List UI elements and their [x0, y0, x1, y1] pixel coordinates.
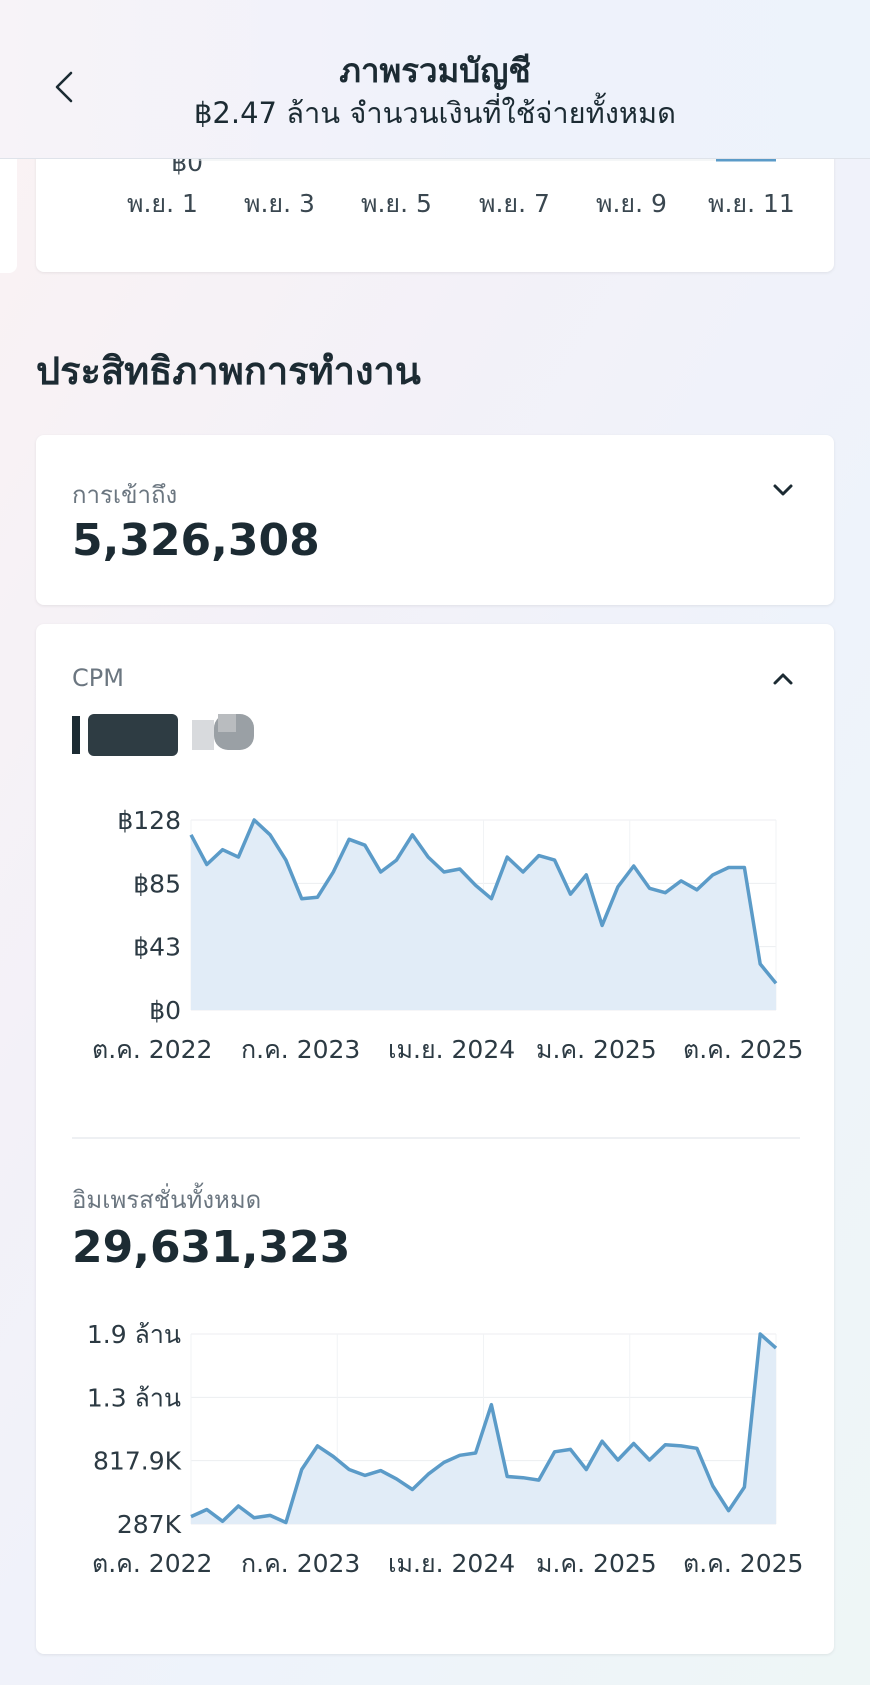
- series-line: [189, 818, 778, 985]
- x-tick-label: ต.ค. 2022: [92, 1549, 212, 1578]
- chevron-left-icon: [55, 71, 73, 103]
- x-tick: พ.ย. 1: [127, 189, 198, 218]
- x-tick-label: เม.ย. 2024: [388, 1035, 515, 1064]
- y-tick-label: ฿0: [149, 996, 181, 1025]
- impressions-label: อิมเพรสชั่นทั้งหมด: [72, 1186, 262, 1214]
- back-button[interactable]: [44, 62, 84, 112]
- chevron-up-icon[interactable]: [770, 666, 796, 692]
- page-subtitle: ฿2.47 ล้าน จำนวนเงินที่ใช้จ่ายทั้งหมด: [193, 96, 676, 130]
- y-tick-label: ฿43: [133, 933, 181, 962]
- x-tick: พ.ย. 11: [708, 189, 795, 218]
- chevron-down-icon[interactable]: [770, 477, 796, 503]
- cpm-card: CPM ฿128 ฿85 ฿43 ฿0 ต.ค. 2022 ก.ค. 2023 เม.ย. …: [36, 624, 834, 1654]
- card-divider: [72, 1137, 800, 1139]
- previous-card-peek: [0, 140, 17, 273]
- top-bar: ภาพรวมบัญชี ฿2.47 ล้าน จำนวนเงินที่ใช้จ่…: [0, 0, 870, 159]
- x-tick: พ.ย. 5: [361, 189, 432, 218]
- x-tick-label: ม.ค. 2025: [536, 1035, 657, 1064]
- y-tick-label: 287K: [117, 1510, 182, 1539]
- series-line: [190, 1332, 778, 1525]
- impressions-value: 29,631,323: [72, 1222, 351, 1273]
- cpm-label: CPM: [72, 664, 124, 692]
- x-tick-label: ก.ค. 2023: [241, 1549, 360, 1578]
- redacted-value: [72, 714, 254, 756]
- x-tick-label: ต.ค. 2022: [92, 1035, 212, 1064]
- cpm-chart: ฿128 ฿85 ฿43 ฿0 ต.ค. 2022 ก.ค. 2023 เม.ย. 2024…: [92, 806, 803, 1064]
- x-tick-label: ต.ค. 2025: [683, 1035, 803, 1064]
- section-title: ประสิทธิภาพการทำงาน: [36, 349, 421, 393]
- x-tick: พ.ย. 9: [596, 189, 667, 218]
- x-tick: พ.ย. 3: [244, 189, 315, 218]
- y-tick-label: ฿85: [133, 869, 181, 898]
- y-tick-label: 817.9K: [93, 1447, 182, 1476]
- y-tick-label: ฿128: [117, 806, 181, 835]
- spending-chart-line: [191, 158, 776, 162]
- x-tick-label: ก.ค. 2023: [241, 1035, 360, 1064]
- reach-card[interactable]: การเข้าถึง 5,326,308: [36, 435, 834, 605]
- reach-value: 5,326,308: [72, 515, 320, 566]
- impressions-chart: 1.9 ล้าน 1.3 ล้าน 817.9K 287K ต.ค. 2022 ก.ค. …: [87, 1320, 804, 1578]
- reach-label: การเข้าถึง: [72, 481, 178, 509]
- x-tick-label: เม.ย. 2024: [388, 1549, 515, 1578]
- y-tick-label: 1.3 ล้าน: [87, 1383, 181, 1412]
- x-tick-label: ต.ค. 2025: [683, 1549, 803, 1578]
- y-tick-label: 1.9 ล้าน: [87, 1320, 181, 1349]
- x-tick: พ.ย. 7: [479, 189, 550, 218]
- page-title: ภาพรวมบัญชี: [339, 51, 531, 90]
- x-tick-label: ม.ค. 2025: [536, 1549, 657, 1578]
